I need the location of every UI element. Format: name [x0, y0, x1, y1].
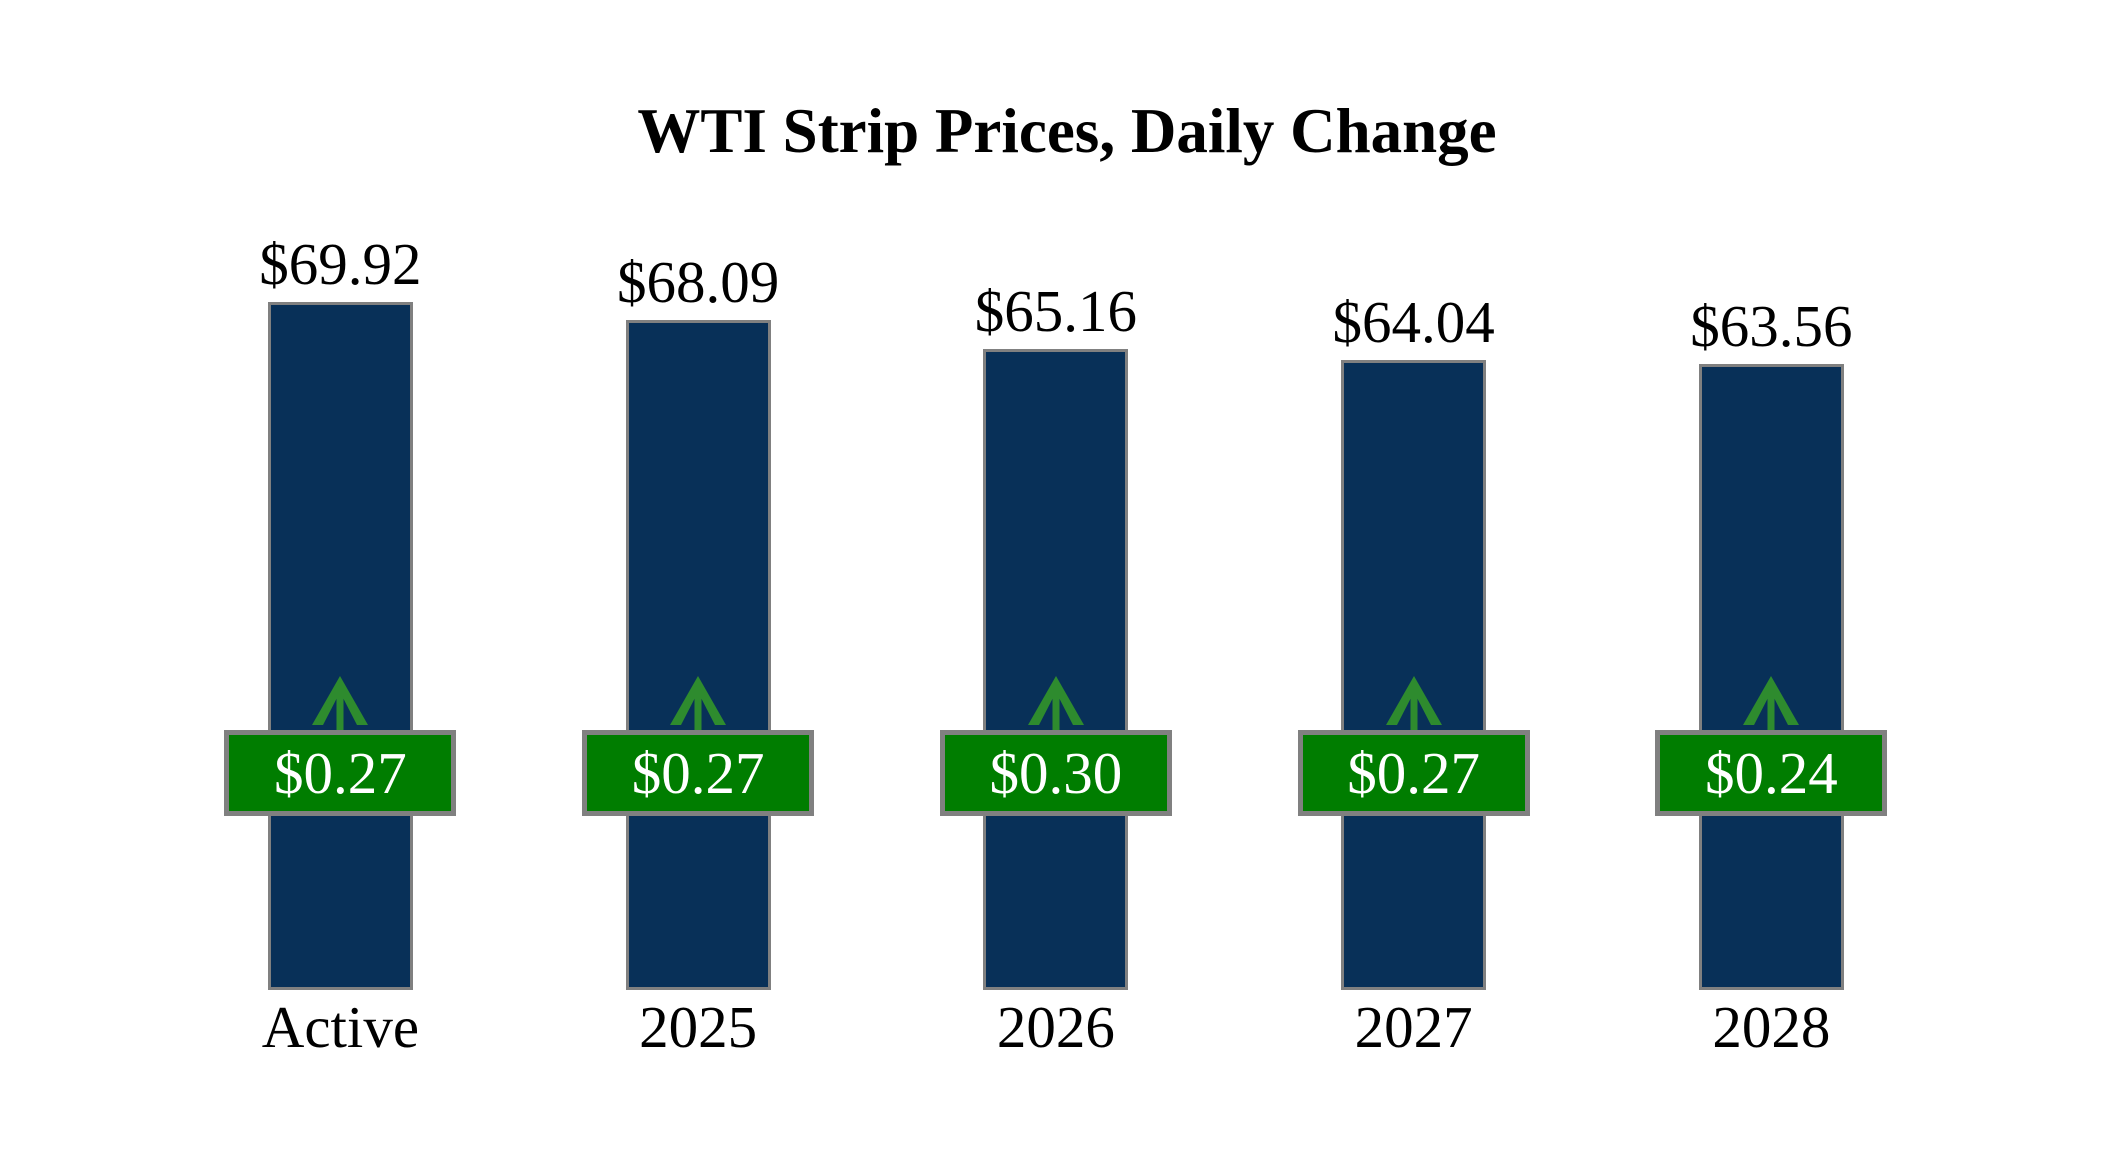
bar-2027: [1341, 359, 1487, 990]
chart-title: WTI Strip Prices, Daily Change: [637, 96, 1497, 166]
daily-change-badge: $0.27: [582, 730, 815, 816]
x-axis-label-2028: 2028: [1712, 994, 1831, 1060]
bar-value-label: $65.16: [974, 277, 1138, 344]
up-arrow-icon: [1027, 676, 1084, 730]
up-arrow-icon: [1743, 676, 1800, 730]
bar-value-label: $64.04: [1332, 288, 1495, 355]
daily-change-value: $0.27: [1347, 739, 1481, 806]
daily-change-badge: $0.24: [1655, 730, 1888, 816]
up-arrow-icon: [670, 676, 727, 730]
bar-value-label: $69.92: [259, 230, 422, 297]
x-axis-label-2025: 2025: [639, 994, 758, 1060]
x-axis-label-2027: 2027: [1354, 994, 1473, 1060]
bar-active: [267, 301, 413, 990]
daily-change-value: $0.24: [1705, 739, 1838, 806]
up-arrow-icon: [1385, 676, 1442, 730]
bar-value-label: $63.56: [1690, 293, 1853, 360]
daily-change-badge: $0.27: [224, 730, 457, 816]
daily-change-badge: $0.27: [1297, 730, 1530, 816]
x-axis-label-active: Active: [261, 994, 420, 1060]
bar-2026: [983, 348, 1129, 990]
daily-change-badge: $0.30: [939, 730, 1172, 816]
daily-change-value: $0.27: [274, 739, 407, 806]
daily-change-value: $0.27: [631, 739, 765, 806]
up-arrow-icon: [312, 676, 369, 730]
bar-value-label: $68.09: [617, 248, 780, 315]
daily-change-value: $0.30: [989, 739, 1123, 806]
bar-2025: [625, 319, 771, 990]
x-axis-label-2026: 2026: [996, 994, 1115, 1060]
